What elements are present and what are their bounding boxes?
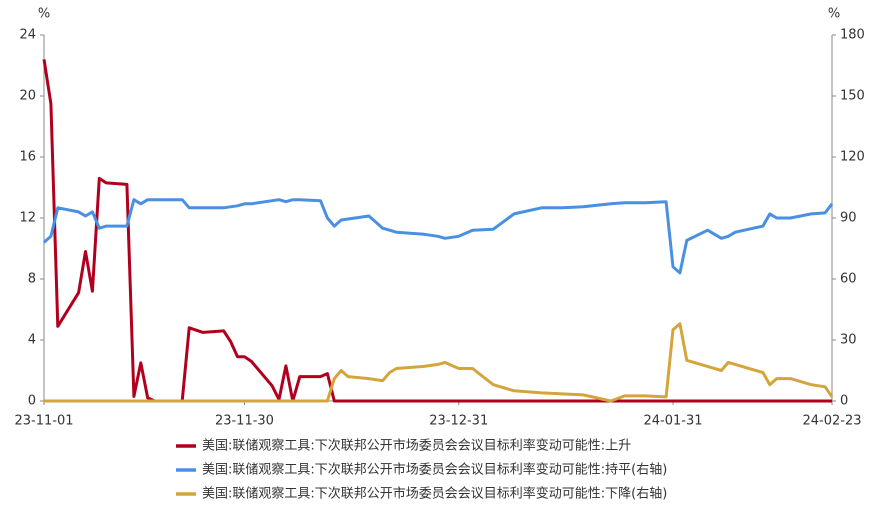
y-tick-label: 12 [19,211,36,226]
series-line [42,59,832,403]
y-tick-label: 8 [28,272,36,287]
y-axis-label: % [38,7,50,22]
series-line [43,198,834,275]
y2-tick-label: 30 [840,333,857,348]
x-tick-label: 23-11-01 [14,414,73,429]
x-tick-label: 23-12-31 [429,414,488,429]
y2-axis-label: % [828,7,840,22]
legend-label: 美国:联储观察工具:下次联邦公开市场委员会会议目标利率变动可能性:持平(右轴) [202,462,667,478]
y2-tick-label: 60 [840,272,857,287]
y-tick-label: 4 [28,333,36,348]
x-tick-label: 23-11-30 [215,414,274,429]
x-tick-label: 24-01-31 [644,414,703,429]
y2-tick-label: 180 [840,28,865,43]
y2-tick-label: 150 [840,89,865,104]
legend-label: 美国:联储观察工具:下次联邦公开市场委员会会议目标利率变动可能性:上升 [202,438,631,454]
y-tick-label: 16 [19,150,36,165]
y-tick-label: 20 [19,89,36,104]
y2-tick-label: 0 [840,394,848,409]
legend-label: 美国:联储观察工具:下次联邦公开市场委员会会议目标利率变动可能性:下降(右轴) [202,486,667,502]
y2-tick-label: 90 [840,211,857,226]
series-line [44,322,834,403]
y-tick-label: 0 [28,394,36,409]
x-tick-label: 24-02-23 [802,414,861,429]
y-tick-label: 24 [19,28,36,43]
y2-tick-label: 120 [840,150,865,165]
